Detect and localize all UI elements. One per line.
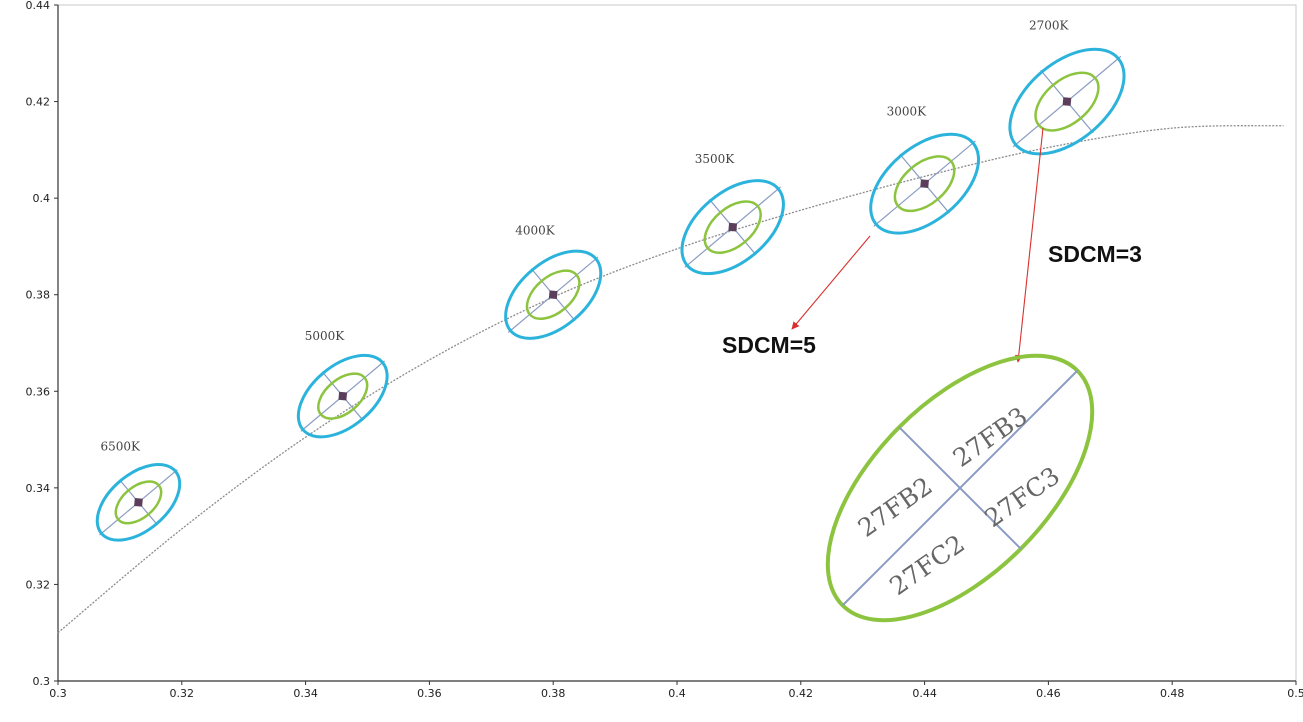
ellipse-group-6500k	[81, 447, 197, 557]
sdcm5-arrow	[792, 236, 870, 329]
ellipse-group-3500k	[662, 159, 804, 295]
center-point	[134, 498, 143, 507]
y-tick-label: 0.42	[26, 96, 51, 109]
ellipse-group-3000k	[849, 111, 1000, 255]
sdcm5-label: SDCM=5	[722, 332, 816, 358]
quadrant-inset	[782, 310, 1138, 666]
inset-cell-27fc3: 27FC3	[979, 461, 1065, 533]
center-point	[338, 392, 347, 401]
cct-label: 3000K	[887, 105, 928, 119]
x-tick-label: 0.48	[1160, 687, 1185, 700]
planckian-locus-curve	[58, 126, 1284, 633]
cct-labels: 6500K 5000K 4000K 3500K 3000K 2700K	[100, 19, 1069, 454]
x-tick-label: 0.44	[912, 687, 937, 700]
cct-label: 4000K	[515, 224, 556, 238]
cct-label: 6500K	[100, 439, 141, 453]
y-tick-label: 0.34	[26, 482, 51, 495]
sdcm3-label: SDCM=3	[1048, 241, 1142, 267]
center-point	[728, 223, 737, 232]
x-tick-label: 0.3	[49, 687, 67, 700]
y-tick-label: 0.32	[26, 578, 51, 591]
inset-cell-27fb2: 27FB2	[853, 471, 938, 543]
y-tick-label: 0.3	[33, 675, 51, 688]
ellipse-group-4000k	[486, 231, 620, 358]
x-ticks: 0.3 0.32 0.34 0.36 0.38 0.4 0.42 0.44 0.46 0.48 0.…	[49, 681, 1303, 700]
center-point	[920, 179, 929, 188]
x-tick-label: 0.36	[417, 687, 442, 700]
y-tick-label: 0.44	[26, 0, 51, 12]
sdcm3-arrow	[1018, 128, 1043, 362]
cct-label: 2700K	[1029, 19, 1070, 33]
cct-label: 5000K	[305, 329, 346, 343]
plot-frame	[58, 5, 1296, 681]
x-tick-label: 0.32	[170, 687, 195, 700]
center-point	[1063, 97, 1072, 106]
y-ticks: 0.3 0.32 0.34 0.36 0.38 0.4 0.42 0.44	[26, 0, 59, 688]
x-tick-label: 0.42	[789, 687, 814, 700]
ellipse-group-5000k	[280, 337, 405, 456]
ellipse-group-2700k	[987, 25, 1147, 178]
cct-label: 3500K	[695, 152, 736, 166]
y-tick-label: 0.36	[26, 385, 51, 398]
inset-cell-27fc2: 27FC2	[884, 529, 970, 601]
center-point	[549, 290, 558, 299]
x-tick-label: 0.34	[293, 687, 318, 700]
x-tick-label: 0.5	[1287, 687, 1303, 700]
macadam-ellipses	[81, 25, 1147, 557]
y-tick-label: 0.38	[26, 289, 51, 302]
inset-cell-27fb3: 27FB3	[948, 401, 1033, 473]
x-tick-label: 0.46	[1036, 687, 1061, 700]
y-tick-label: 0.4	[33, 192, 51, 205]
x-tick-label: 0.4	[668, 687, 686, 700]
x-tick-label: 0.38	[541, 687, 566, 700]
